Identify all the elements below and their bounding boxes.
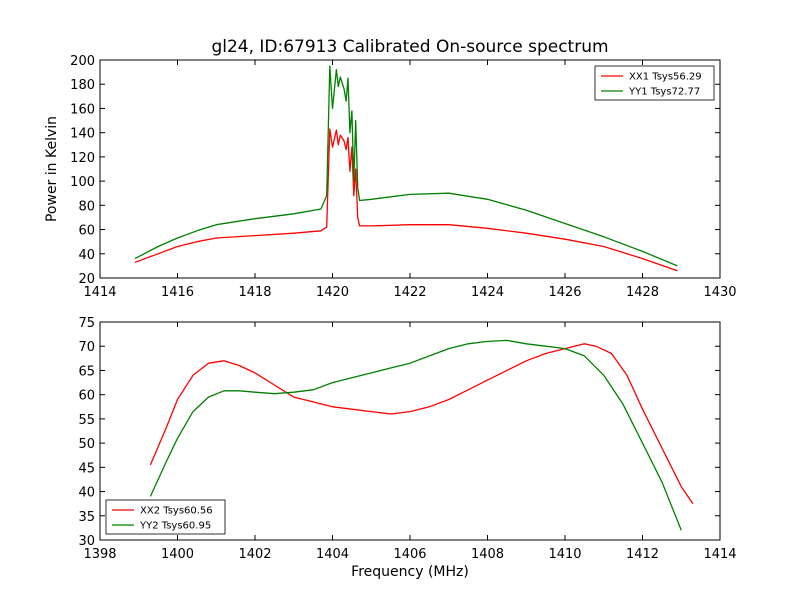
legend: XX2 Tsys60.56 YY2 Tsys60.95	[105, 499, 226, 535]
y-tick-label: 200	[70, 54, 95, 69]
y-tick-label: 50	[78, 437, 95, 452]
y-tick-label: 120	[70, 151, 95, 166]
y-tick-label: 75	[78, 316, 95, 331]
x-tick-label: 1422	[393, 285, 426, 300]
y-tick-label: 80	[78, 199, 95, 214]
y-tick-label: 35	[78, 510, 95, 525]
legend-label-1: XX2 Tsys60.56	[140, 506, 213, 517]
series-line-2	[134, 65, 678, 267]
x-tick-label: 1418	[238, 285, 271, 300]
y-tick-label: 140	[70, 127, 95, 142]
x-tick-label: 1424	[471, 285, 504, 300]
x-tick-label: 1398	[83, 547, 116, 562]
y-tick-label: 180	[70, 78, 95, 93]
y-tick-label: 30	[78, 534, 95, 549]
x-axis-label: Frequency (MHz)	[351, 564, 469, 580]
x-tick-label: 1416	[161, 285, 194, 300]
x-tick-label: 1400	[161, 547, 194, 562]
x-tick-label: 1406	[393, 547, 426, 562]
x-tick-label: 1414	[83, 285, 116, 300]
x-tick-label: 1402	[238, 547, 271, 562]
y-tick-label: 100	[70, 175, 95, 190]
chart-title: gl24, ID:67913 Calibrated On-source spec…	[211, 37, 608, 57]
bottom-panel: 1398 1400 1402 1404 1406 1408 1410 1412 1414 30 35…	[78, 316, 736, 580]
y-tick-label: 65	[78, 364, 95, 379]
top-panel: 1414 1416 1418 1420 1422 1424 1426 1428 1430 20 40…	[44, 37, 737, 300]
y-tick-label: 55	[78, 413, 95, 428]
legend-label-2: YY2 Tsys60.95	[139, 521, 211, 532]
x-tick-label: 1426	[548, 285, 581, 300]
y-tick-label: 20	[78, 272, 95, 287]
y-tick-label: 40	[78, 248, 95, 263]
legend-box	[105, 499, 226, 535]
legend-box	[594, 65, 715, 101]
x-tick-label: 1414	[703, 547, 736, 562]
legend: XX1 Tsys56.29 YY1 Tsys72.77	[594, 65, 715, 101]
x-tick-label: 1412	[626, 547, 659, 562]
y-tick-label: 70	[78, 340, 95, 355]
x-tick-label: 1430	[703, 285, 736, 300]
legend-label-2: YY1 Tsys72.77	[628, 87, 700, 98]
y-tick-label: 45	[78, 461, 95, 476]
series-line-1	[149, 343, 694, 505]
y-tick-label: 40	[78, 486, 95, 501]
series-line-1	[134, 128, 678, 272]
y-tick-label: 60	[78, 224, 95, 239]
y-tick-label: 60	[78, 389, 95, 404]
y-tick-label: 160	[70, 102, 95, 117]
legend-label-1: XX1 Tsys56.29	[629, 72, 702, 83]
x-tick-label: 1410	[548, 547, 581, 562]
x-tick-label: 1408	[471, 547, 504, 562]
x-tick-label: 1420	[316, 285, 349, 300]
x-tick-label: 1428	[626, 285, 659, 300]
x-tick-label: 1404	[316, 547, 349, 562]
series-line-2	[149, 339, 682, 531]
y-axis-label: Power in Kelvin	[44, 116, 60, 222]
